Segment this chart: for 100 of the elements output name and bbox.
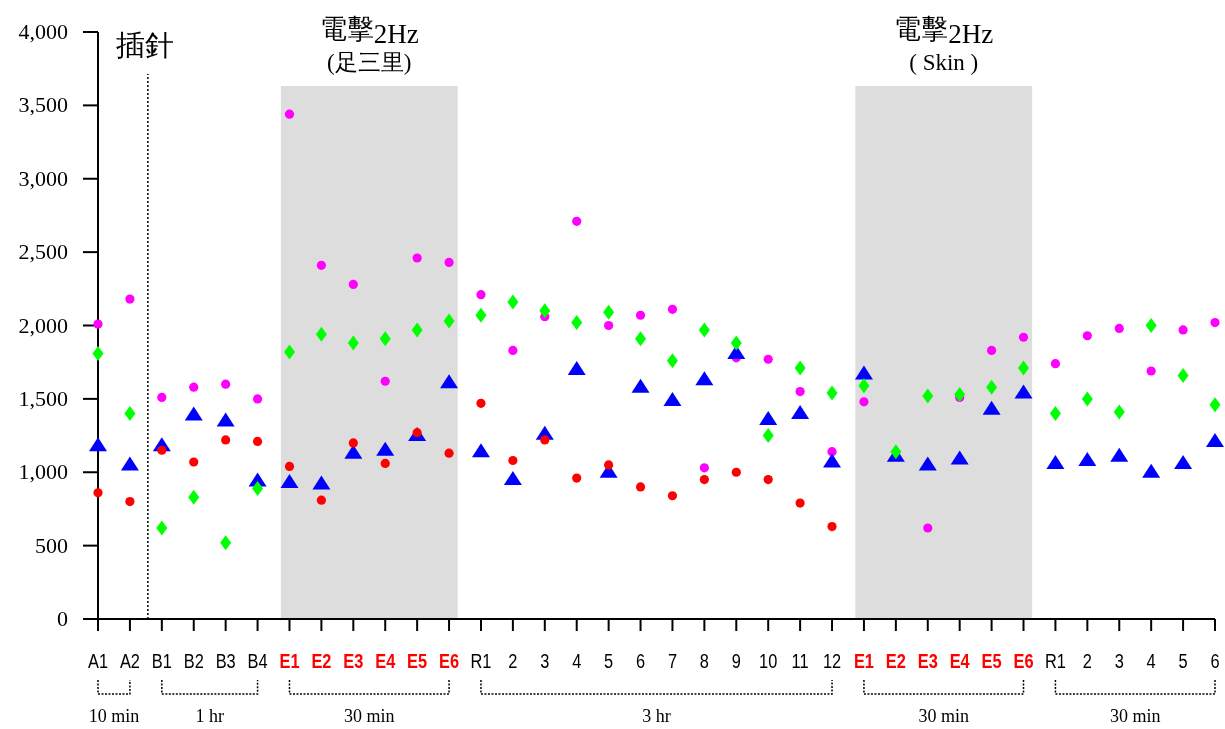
point <box>184 406 203 421</box>
point <box>93 319 103 329</box>
point <box>795 386 805 397</box>
point <box>92 345 104 361</box>
x-tick-label: 6 <box>635 649 646 673</box>
point <box>1082 331 1092 341</box>
point <box>1178 325 1188 335</box>
point <box>763 474 773 485</box>
point <box>125 497 135 507</box>
point <box>1113 404 1125 420</box>
point <box>731 467 741 477</box>
point <box>794 360 806 376</box>
point <box>854 365 873 380</box>
point <box>124 406 136 422</box>
x-tick-label: 3 <box>1114 649 1124 673</box>
point <box>1014 384 1033 399</box>
point <box>663 391 682 406</box>
x-tick-label: 5 <box>604 649 614 673</box>
point <box>471 443 490 458</box>
text: 30 min <box>1109 706 1161 726</box>
y-tick-label: 3,500 <box>18 92 68 118</box>
point <box>1081 391 1093 407</box>
point <box>93 488 103 498</box>
point <box>347 335 359 351</box>
x-tick-label: 9 <box>731 649 741 673</box>
point <box>503 471 522 486</box>
point <box>189 382 199 392</box>
annotation: 插針 <box>115 29 174 61</box>
point <box>1018 360 1030 376</box>
x-tick-label: 8 <box>699 649 709 673</box>
point <box>221 435 231 445</box>
point <box>858 378 870 394</box>
point <box>475 307 487 323</box>
text: 10 min <box>88 706 140 726</box>
point <box>667 304 678 314</box>
y-tick-label: 1,500 <box>18 385 68 411</box>
point <box>440 374 459 389</box>
point <box>379 331 391 347</box>
point <box>348 438 358 448</box>
point <box>216 412 235 427</box>
x-tick-label: 5 <box>1178 649 1188 673</box>
point <box>125 294 135 304</box>
point <box>635 331 647 347</box>
y-tick-label: 2,000 <box>18 312 68 338</box>
point <box>986 379 998 395</box>
point <box>918 456 937 471</box>
point <box>604 320 614 331</box>
point <box>508 455 518 466</box>
point <box>348 279 358 290</box>
x-tick-label: E2 <box>311 649 332 673</box>
x-tick-label: A1 <box>87 649 109 673</box>
x-tick-label: E2 <box>885 649 906 673</box>
point <box>252 436 263 447</box>
x-tick-label: 2 <box>1082 649 1092 673</box>
point <box>316 260 326 270</box>
point <box>698 322 710 338</box>
point <box>120 456 139 471</box>
point <box>954 386 966 402</box>
x-tick-label: B3 <box>215 649 236 673</box>
point <box>280 474 299 489</box>
point <box>1210 317 1220 328</box>
point <box>1142 463 1161 478</box>
point <box>412 253 422 263</box>
point <box>252 394 263 404</box>
point <box>762 428 774 444</box>
point <box>1110 447 1129 462</box>
point <box>316 495 326 505</box>
point <box>1114 323 1124 334</box>
y-tick-label: 0 <box>57 606 68 631</box>
point <box>571 315 583 331</box>
point <box>220 535 232 551</box>
text: 30 min <box>344 706 395 726</box>
x-tick-label: R1 <box>470 649 492 673</box>
point <box>156 520 168 536</box>
point <box>1046 454 1065 469</box>
x-tick-label: 3 <box>540 649 550 673</box>
point <box>763 354 773 364</box>
point <box>699 463 709 473</box>
point <box>923 523 933 533</box>
point <box>795 498 805 508</box>
text: 3 hr <box>642 706 671 726</box>
point <box>507 294 519 310</box>
x-tick-label: E3 <box>917 649 938 673</box>
point <box>730 335 742 351</box>
point <box>604 460 614 470</box>
x-tick-label: 12 <box>822 649 842 673</box>
point <box>443 313 455 329</box>
point <box>791 405 810 420</box>
x-tick-label: B4 <box>247 649 268 673</box>
point <box>567 361 586 376</box>
point <box>376 441 395 456</box>
x-tick-label: E4 <box>949 649 971 673</box>
point <box>572 473 582 483</box>
x-tick-label: E3 <box>343 649 364 673</box>
point <box>188 489 200 505</box>
point <box>157 392 167 403</box>
point <box>823 453 842 468</box>
x-tick-label: E6 <box>1013 649 1034 673</box>
x-tick-label: 10 <box>759 649 778 673</box>
y-tick-label: 2,500 <box>18 239 68 265</box>
